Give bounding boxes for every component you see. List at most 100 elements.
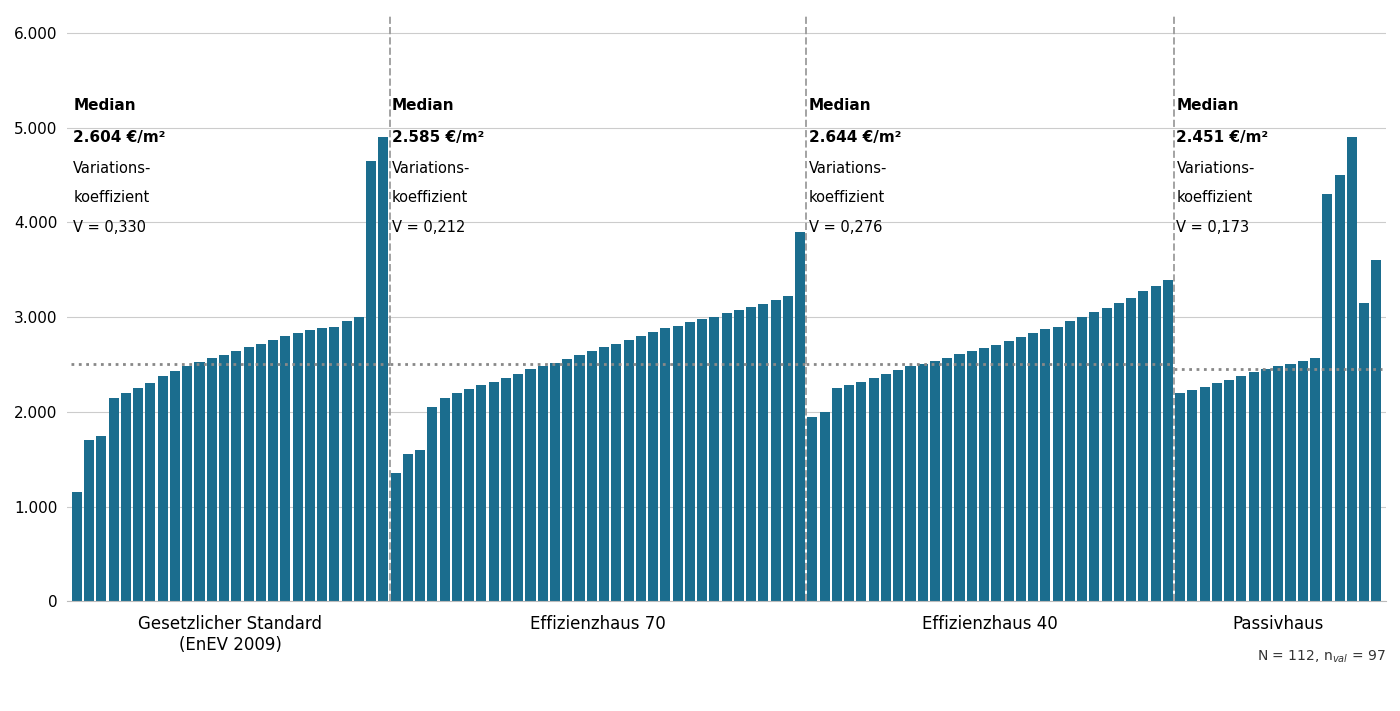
Bar bbox=[1200, 387, 1210, 602]
Bar bbox=[1077, 317, 1088, 602]
Bar bbox=[1163, 280, 1173, 602]
Bar bbox=[942, 358, 952, 602]
Bar bbox=[661, 328, 671, 602]
Bar bbox=[1126, 298, 1137, 602]
Bar bbox=[795, 232, 805, 602]
Text: Median: Median bbox=[1176, 98, 1239, 113]
Bar bbox=[1334, 175, 1344, 602]
Bar bbox=[967, 351, 977, 602]
Bar bbox=[1138, 291, 1148, 602]
Text: koeffizient: koeffizient bbox=[809, 191, 885, 205]
Bar bbox=[832, 388, 841, 602]
Bar bbox=[231, 351, 241, 602]
Bar bbox=[612, 343, 622, 602]
Bar bbox=[636, 336, 645, 602]
Bar bbox=[378, 137, 388, 602]
Bar bbox=[1065, 321, 1075, 602]
Bar bbox=[955, 354, 965, 602]
Bar bbox=[146, 383, 155, 602]
Bar bbox=[305, 331, 315, 602]
Bar bbox=[538, 366, 547, 602]
Bar bbox=[906, 366, 916, 602]
Bar bbox=[293, 333, 302, 602]
Bar bbox=[342, 321, 351, 602]
Bar bbox=[710, 317, 720, 602]
Bar bbox=[489, 382, 498, 602]
Bar bbox=[218, 355, 230, 602]
Bar bbox=[734, 311, 743, 602]
Bar bbox=[465, 389, 475, 602]
Bar bbox=[391, 474, 400, 602]
Bar bbox=[182, 366, 192, 602]
Bar bbox=[97, 436, 106, 602]
Bar bbox=[1040, 329, 1050, 602]
Bar bbox=[672, 326, 683, 602]
Bar bbox=[133, 388, 143, 602]
Bar bbox=[316, 328, 328, 602]
Bar bbox=[416, 450, 426, 602]
Bar bbox=[893, 370, 903, 602]
Text: Variations-: Variations- bbox=[809, 161, 888, 176]
Bar bbox=[1310, 358, 1320, 602]
Bar bbox=[819, 412, 830, 602]
Text: Median: Median bbox=[73, 98, 136, 113]
Bar bbox=[403, 454, 413, 602]
Bar bbox=[697, 319, 707, 602]
Bar bbox=[991, 345, 1001, 602]
Text: Variations-: Variations- bbox=[392, 161, 470, 176]
Text: koeffizient: koeffizient bbox=[73, 191, 150, 205]
Bar bbox=[1261, 369, 1271, 602]
Bar bbox=[280, 336, 290, 602]
Bar bbox=[857, 382, 867, 602]
Bar bbox=[770, 300, 781, 602]
Text: N = 112, n$_{val}$ = 97: N = 112, n$_{val}$ = 97 bbox=[1257, 648, 1386, 665]
Bar bbox=[808, 417, 818, 602]
Bar bbox=[1298, 360, 1308, 602]
Bar bbox=[244, 348, 253, 602]
Bar bbox=[844, 385, 854, 602]
Bar bbox=[574, 355, 585, 602]
Bar bbox=[514, 374, 524, 602]
Text: Median: Median bbox=[809, 98, 871, 113]
Bar bbox=[427, 407, 437, 602]
Bar bbox=[759, 304, 769, 602]
Bar bbox=[169, 371, 181, 602]
Text: Variations-: Variations- bbox=[1176, 161, 1254, 176]
Bar bbox=[1347, 137, 1357, 602]
Bar bbox=[783, 296, 792, 602]
Text: V = 0,276: V = 0,276 bbox=[809, 220, 882, 235]
Bar bbox=[1359, 303, 1369, 602]
Bar bbox=[1212, 383, 1222, 602]
Text: V = 0,173: V = 0,173 bbox=[1176, 220, 1250, 235]
Bar bbox=[918, 363, 928, 602]
Bar bbox=[881, 374, 890, 602]
Text: V = 0,212: V = 0,212 bbox=[392, 220, 465, 235]
Bar bbox=[1187, 390, 1197, 602]
Bar bbox=[685, 322, 694, 602]
Text: koeffizient: koeffizient bbox=[392, 191, 468, 205]
Bar bbox=[256, 343, 266, 602]
Text: V = 0,330: V = 0,330 bbox=[73, 220, 146, 235]
Bar bbox=[563, 359, 573, 602]
Bar bbox=[354, 317, 364, 602]
Bar bbox=[1053, 326, 1063, 602]
Bar bbox=[979, 348, 988, 602]
Bar bbox=[195, 362, 204, 602]
Text: Variations-: Variations- bbox=[73, 161, 151, 176]
Bar bbox=[1004, 341, 1014, 602]
Bar bbox=[1371, 260, 1382, 602]
Bar bbox=[1236, 376, 1246, 602]
Bar bbox=[930, 360, 939, 602]
Text: koeffizient: koeffizient bbox=[1176, 191, 1253, 205]
Text: 2.585 €/m²: 2.585 €/m² bbox=[392, 129, 484, 144]
Bar bbox=[550, 363, 560, 602]
Text: Median: Median bbox=[392, 98, 455, 113]
Bar bbox=[1102, 308, 1112, 602]
Bar bbox=[1028, 333, 1037, 602]
Bar bbox=[501, 378, 511, 602]
Bar bbox=[1089, 312, 1099, 602]
Bar bbox=[721, 314, 732, 602]
Bar bbox=[599, 348, 609, 602]
Bar bbox=[587, 351, 596, 602]
Bar bbox=[746, 306, 756, 602]
